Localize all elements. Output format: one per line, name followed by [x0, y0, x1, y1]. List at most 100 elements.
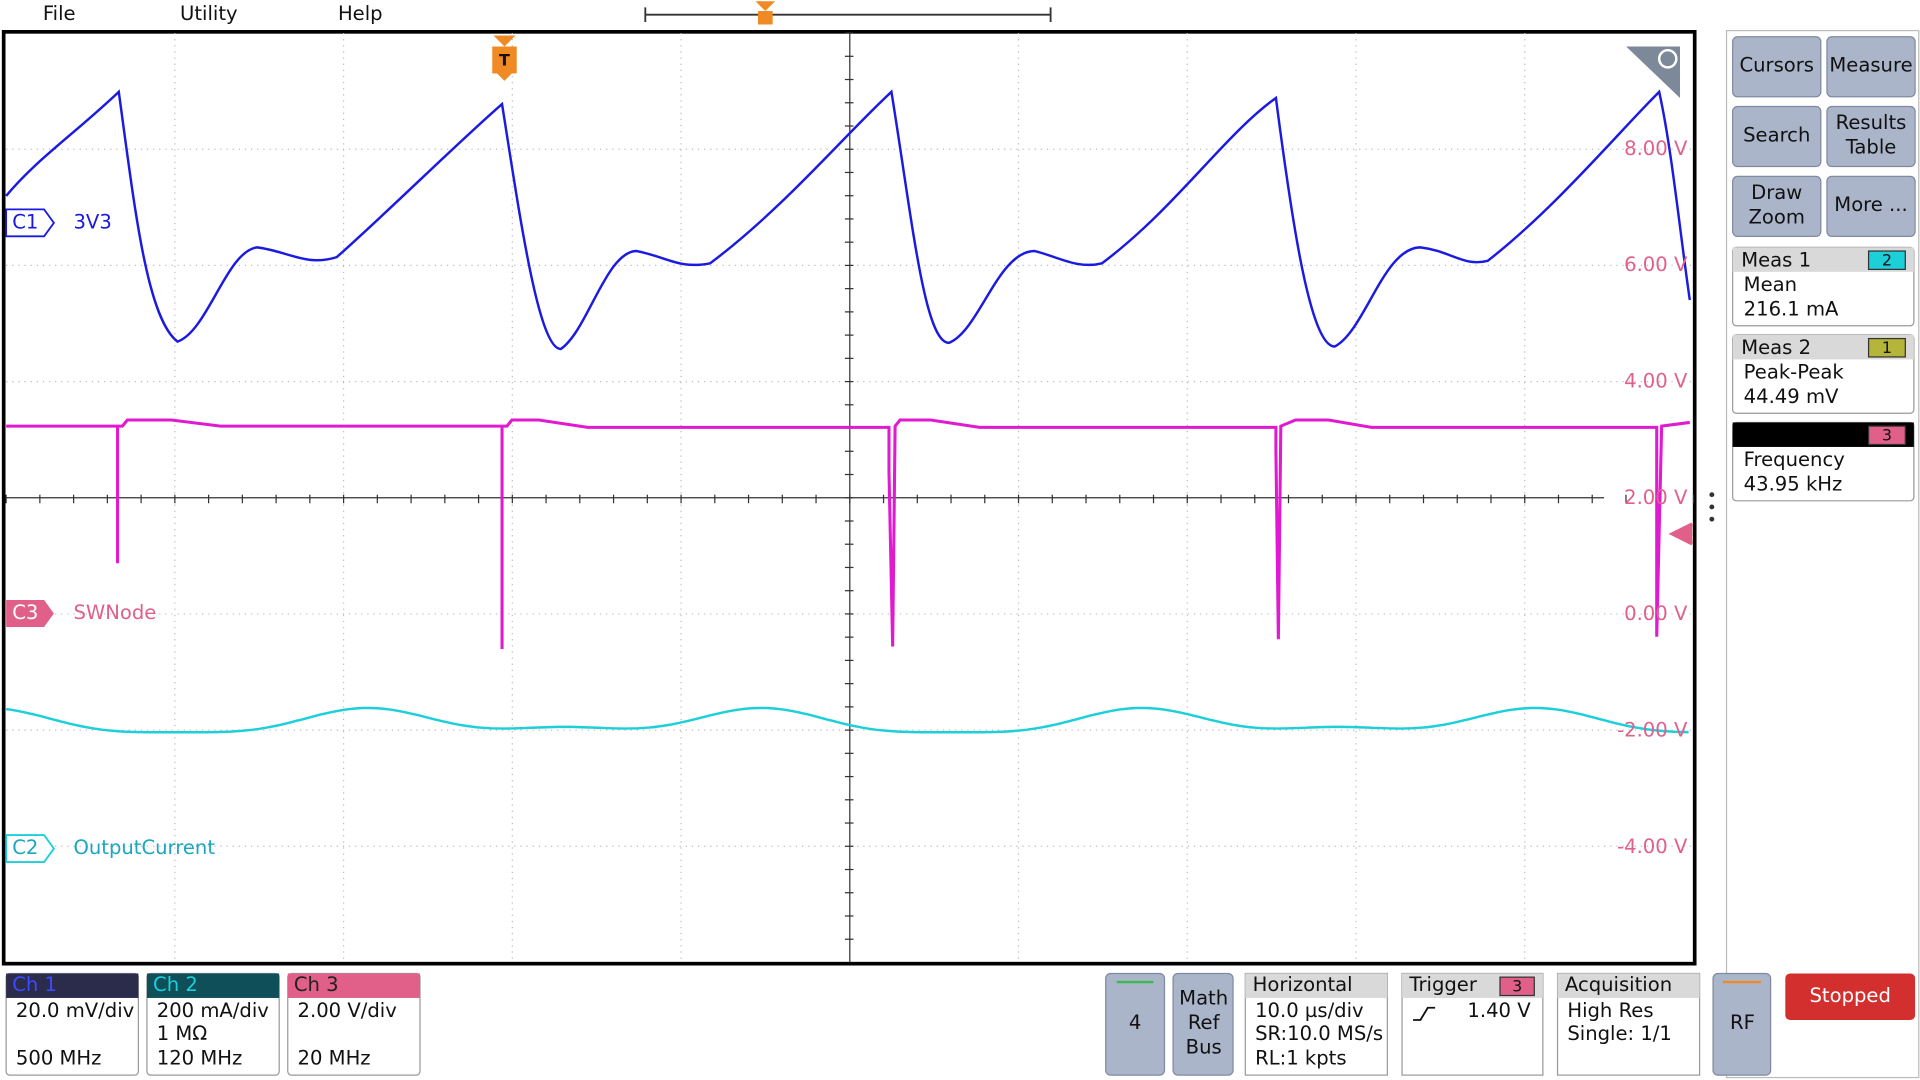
menu-item[interactable]: Help: [338, 2, 383, 25]
timeline-trigger-box: [757, 11, 773, 25]
side-button-label: Zoom: [1749, 205, 1805, 228]
math-ref-bus-label: Bus: [1186, 1036, 1222, 1059]
rf-label: RF: [1730, 1011, 1755, 1034]
menu-item[interactable]: File: [43, 2, 76, 25]
timeline-trigger: [755, 1, 776, 12]
horizontal-line: 10.0 µs/div: [1255, 999, 1364, 1022]
add-channel-button[interactable]: [1105, 972, 1166, 1076]
trace-badge[interactable]: [6, 600, 54, 627]
trace-c1: [5, 89, 1692, 351]
math-ref-bus-button[interactable]: [1172, 972, 1234, 1076]
math-ref-bus-label: Ref: [1188, 1011, 1221, 1034]
scale-label: 0.00 V: [1624, 602, 1688, 625]
trigger-level: 1.40 V: [1467, 999, 1531, 1022]
side-button[interactable]: [1732, 105, 1822, 168]
trace-badge-label: C2: [12, 836, 38, 859]
trigger-arrow: [497, 73, 512, 81]
acquisition-header: [1557, 973, 1700, 998]
side-button[interactable]: [1826, 175, 1916, 237]
acquisition-line: High Res: [1567, 999, 1653, 1022]
channel-title: Ch 2: [153, 973, 198, 996]
trigger-title: Trigger: [1408, 973, 1477, 996]
side-button[interactable]: [1826, 105, 1916, 168]
meas-value: 44.49 mV: [1744, 385, 1839, 408]
zoom-lens: [1657, 48, 1678, 69]
trace-name: SWNode: [73, 601, 156, 624]
meas-title: Meas 1: [1741, 248, 1811, 271]
trigger-marker: [492, 46, 517, 74]
channel-setting: 120 MHz: [157, 1047, 242, 1070]
trace-badge-label: C1: [12, 210, 38, 233]
meas-type: Mean: [1744, 273, 1797, 296]
trace-c2: [5, 706, 1689, 734]
acquisition-title: Acquisition: [1565, 973, 1672, 996]
trigger-arrow: [493, 35, 516, 47]
side-button-label: More ...: [1834, 193, 1907, 216]
side-button-label: Draw: [1751, 181, 1802, 204]
trigger-marker-label: T: [499, 51, 510, 70]
meas-source-chip: [1867, 425, 1906, 446]
timeline: [644, 7, 1052, 23]
channel-setting: 1 MΩ: [157, 1022, 208, 1045]
trigger-slope-icon: [1413, 1006, 1436, 1021]
side-button[interactable]: [1732, 175, 1822, 237]
channel-setting: 500 MHz: [16, 1047, 101, 1070]
scale-label: -4.00 V: [1617, 835, 1688, 858]
side-button[interactable]: [1826, 36, 1916, 98]
trace-name: 3V3: [73, 210, 111, 233]
handle-dot: [1709, 492, 1715, 498]
scale-label: 6.00 V: [1624, 253, 1688, 276]
trace-badge[interactable]: [5, 834, 56, 863]
channel-setting: 200 mA/div: [157, 999, 269, 1022]
channel-setting: 20 MHz: [298, 1047, 371, 1070]
side-button-label: Cursors: [1739, 54, 1814, 77]
menu-item[interactable]: Utility: [180, 2, 238, 25]
channel-setting: 20.0 mV/div: [16, 999, 134, 1022]
run-stop-label: Stopped: [1809, 984, 1890, 1007]
scale-label: 2.00 V: [1624, 486, 1688, 509]
math-ref-bus-label: Math: [1179, 987, 1228, 1010]
channel-header: [287, 973, 420, 998]
trace-badge-label: C3: [12, 601, 38, 624]
side-button-label: Results: [1836, 111, 1907, 134]
meas-type: Frequency: [1744, 448, 1845, 471]
acquisition-line: Single: 1/1: [1567, 1022, 1672, 1045]
trigger-source: 3: [1512, 976, 1522, 995]
meas-title: Meas 2: [1741, 336, 1811, 359]
scale-label: 8.00 V: [1624, 137, 1688, 160]
rf-button[interactable]: [1712, 972, 1772, 1076]
horizontal-title: Horizontal: [1253, 973, 1353, 996]
add-channel-label: 4: [1129, 1011, 1141, 1034]
side-button-label: Table: [1845, 136, 1897, 159]
horizontal-line: SR:10.0 MS/s: [1255, 1022, 1383, 1045]
meas-type: Peak-Peak: [1744, 360, 1845, 383]
channel-header: [146, 973, 280, 998]
side-button[interactable]: [1732, 36, 1822, 98]
channel-header: [6, 973, 139, 998]
trace-c3: [6, 418, 1690, 649]
side-button-label: Search: [1743, 123, 1810, 146]
horizontal-line: RL:1 kpts: [1255, 1047, 1346, 1070]
meas-source-chip: [1867, 337, 1906, 358]
scale-label: 4.00 V: [1624, 370, 1688, 393]
meas-value: 216.1 mA: [1744, 297, 1839, 320]
meas-source: 1: [1882, 338, 1892, 357]
channel-title: Ch 1: [12, 973, 57, 996]
side-button-label: Measure: [1829, 54, 1912, 77]
scale-labels: 8.00 V 6.00 V 4.00 V 2.00 V 0.00 V -2.00 V -4.…: [1617, 137, 1688, 858]
trigger-level-marker: [1668, 522, 1694, 546]
trace-badge[interactable]: [5, 208, 56, 238]
horizontal-header: [1245, 973, 1388, 998]
run-stop-button[interactable]: [1785, 973, 1916, 1020]
scale-label: -2.00 V: [1617, 719, 1688, 742]
zoom-icon[interactable]: [1626, 46, 1680, 98]
trace-name: OutputCurrent: [73, 836, 215, 859]
meas-source: 3: [1882, 425, 1892, 444]
meas-value: 43.95 kHz: [1744, 472, 1843, 495]
meas-source-chip: [1867, 250, 1906, 270]
